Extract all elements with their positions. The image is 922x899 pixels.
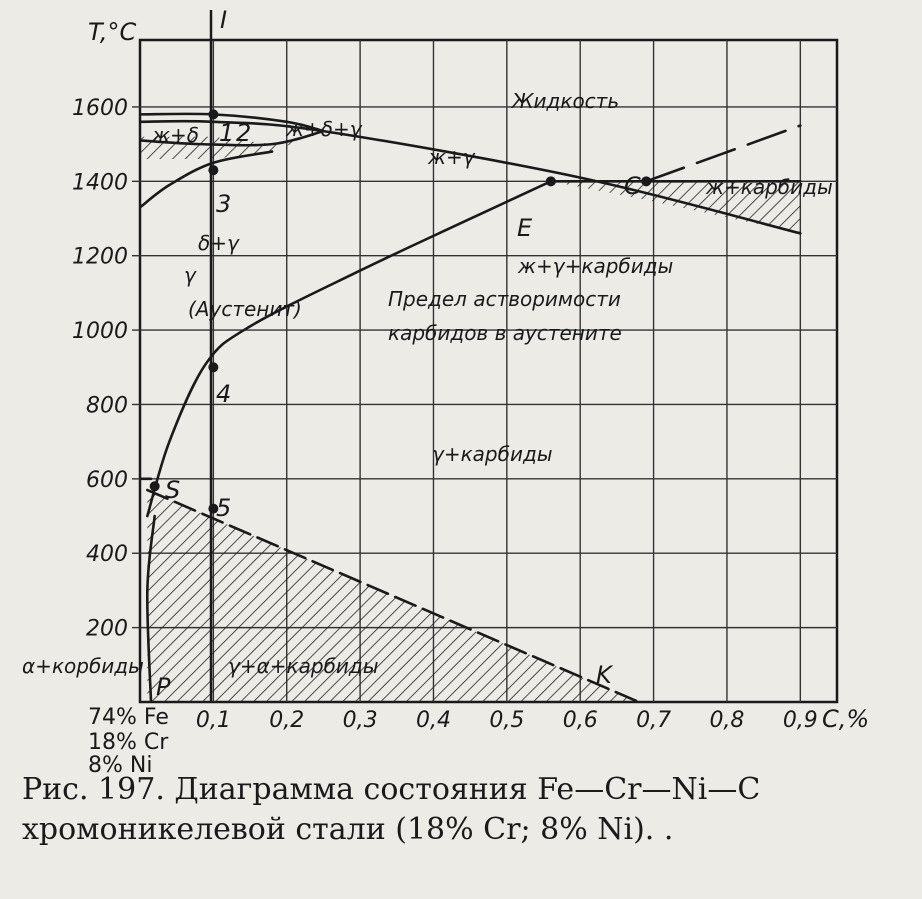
- region-l-carbides: ж+карбиды: [705, 175, 833, 199]
- point-label-S: S: [165, 476, 180, 504]
- curve-solubility-limit: [146, 180, 553, 518]
- point-marker-6: [149, 481, 160, 492]
- region-l-delta-gamma: ж+δ+γ: [285, 117, 363, 141]
- point-label-E: E: [517, 214, 533, 242]
- curve-delta-upper: [140, 129, 325, 147]
- region-l-gamma-carbides: ж+γ+карбиды: [517, 254, 673, 278]
- point-label-1: 1: [219, 119, 234, 147]
- point-marker-2: [208, 362, 219, 373]
- plot-frame: [138, 38, 839, 704]
- region-liquid: Жидкость: [510, 89, 619, 113]
- point-marker-0: [208, 109, 219, 120]
- curve-carbide-boundary-SK: [146, 488, 641, 702]
- y-tick-label-0: 200: [86, 617, 128, 642]
- figure-caption: Рис. 197. Диаграмма состояния Fe—Cr—Ni—C…: [22, 770, 882, 850]
- hatched-regions: [140, 131, 801, 702]
- phase-boundaries: [140, 112, 802, 702]
- x-tick-label-7: 0,8: [709, 708, 744, 733]
- x-tick-label-4: 0,5: [489, 708, 524, 733]
- grid: [132, 40, 837, 702]
- region-gamma: γ: [184, 263, 197, 287]
- point-label-3: 3: [216, 190, 231, 218]
- y-tick-label-4: 1000: [72, 319, 128, 344]
- x-tick-label-0: 0,1: [196, 708, 231, 733]
- x-axis-label: C,%: [822, 705, 869, 733]
- region-austenite: (Аустенит): [188, 297, 302, 321]
- solubility-label-1: Предел астворимости: [388, 287, 621, 311]
- y-tick-label-6: 1400: [72, 170, 128, 195]
- hatch-carbides-low: [147, 490, 639, 702]
- y-tick-label-5: 1200: [72, 245, 128, 270]
- line-I-label: I: [220, 6, 227, 34]
- x-tick-label-5: 0,6: [563, 708, 598, 733]
- y-tick-label-2: 600: [86, 468, 128, 493]
- point-marker-3: [208, 503, 219, 514]
- x-tick-label-6: 0,7: [636, 708, 671, 733]
- curve-liquidus: [140, 119, 802, 235]
- curve-delta-gamma-lower: [140, 150, 274, 209]
- x-tick-labels: 0,1 0,2 0,3 0,4 0,5 0,6 0,7 0,8 0,9: [196, 708, 818, 733]
- curve-ferrite-limit: [145, 514, 156, 702]
- caption-line-2: хромоникелевой стали (18% Cr; 8% Ni). .: [22, 812, 674, 847]
- point-label-2: 2: [236, 119, 251, 147]
- region-l-gamma: ж+γ: [427, 145, 476, 169]
- hatch-l-gamma-carbides: [550, 181, 801, 234]
- region-alpha-carbides: α+корбиды: [22, 654, 144, 678]
- caption-line-1: Рис. 197. Диаграмма состояния Fe—Cr—Ni—C: [22, 772, 761, 807]
- point-label-4: 4: [216, 380, 231, 408]
- point-label-5: 5: [216, 494, 231, 522]
- composition-fe: 74% Fe: [88, 705, 169, 730]
- region-l-delta: ж+δ: [151, 123, 199, 147]
- point-marker-5: [641, 176, 652, 187]
- point-markers: [149, 109, 652, 514]
- x-tick-label-8: 0,9: [783, 708, 818, 733]
- region-gamma-carbides: γ+карбиды: [432, 442, 553, 466]
- point-labels: 1 2 3 4 5 S P E C K: [156, 119, 641, 701]
- x-tick-label-3: 0,4: [416, 708, 451, 733]
- point-marker-4: [545, 176, 556, 187]
- curve-liquidus-top: [140, 112, 325, 133]
- composition-cr: 18% Cr: [88, 730, 169, 755]
- hatch-delta-gamma-liquid: [140, 131, 324, 160]
- y-axis-label: T,°C: [88, 18, 136, 46]
- y-tick-label-3: 800: [86, 393, 128, 418]
- region-gamma-alpha-carbides: γ+α+карбиды: [228, 654, 379, 678]
- curve-liquid-carbide: [644, 124, 802, 183]
- y-tick-label-7: 1600: [72, 96, 128, 121]
- y-tick-label-1: 400: [86, 542, 128, 567]
- region-delta-gamma: δ+γ: [198, 231, 240, 255]
- solubility-label-2: карбидов в аустените: [388, 321, 622, 345]
- point-label-K: K: [596, 661, 614, 689]
- region-labels: Жидкость ж+δ ж+δ+γ ж+γ ж+карбиды δ+γ ж+γ…: [22, 89, 833, 678]
- x-tick-label-2: 0,3: [343, 708, 378, 733]
- y-tick-labels: 200 400 600 800 1000 1200 1400 1600: [72, 96, 128, 642]
- point-label-C: C: [624, 172, 641, 200]
- x-tick-label-1: 0,2: [269, 708, 304, 733]
- point-marker-1: [208, 165, 219, 176]
- point-label-P: P: [156, 673, 171, 701]
